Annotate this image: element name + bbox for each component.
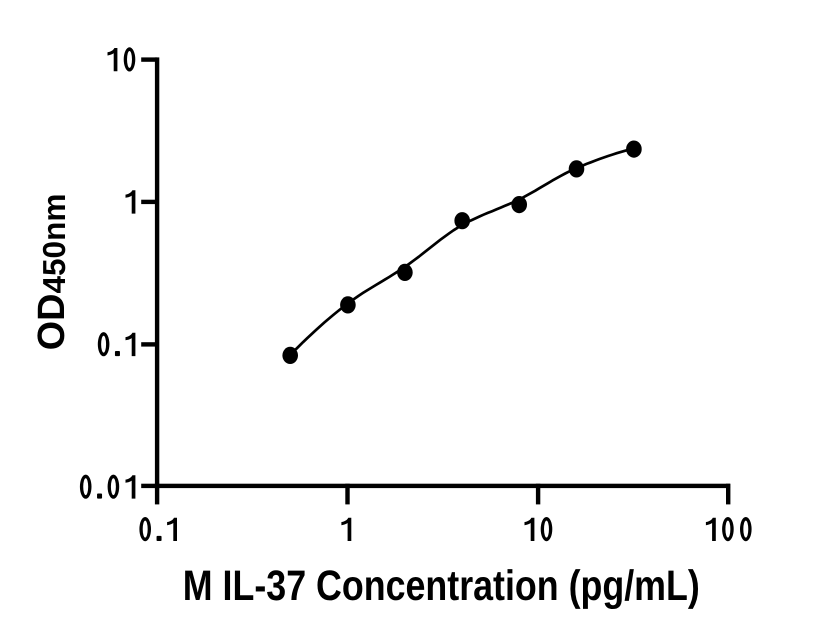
svg-text:M IL-37 Concentration (pg/mL): M IL-37 Concentration (pg/mL) [183, 562, 700, 610]
svg-text:OD450nm: OD450nm [31, 194, 73, 351]
